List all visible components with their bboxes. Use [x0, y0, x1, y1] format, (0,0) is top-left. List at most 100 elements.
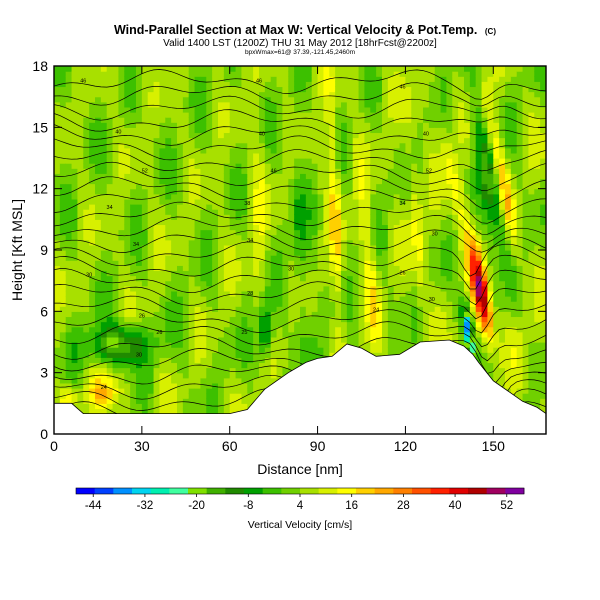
heat-cell: [141, 96, 149, 103]
heat-cell: [177, 106, 184, 113]
heat-cell: [387, 255, 395, 261]
heat-cell: [229, 173, 237, 180]
heat-cell: [452, 168, 459, 174]
heat-cell: [194, 81, 202, 88]
heat-cell: [323, 352, 330, 358]
heat-cell: [364, 250, 371, 256]
heat-cell: [440, 71, 448, 77]
heat-cell: [329, 347, 336, 353]
heat-cell: [264, 71, 272, 77]
heat-cell: [323, 224, 330, 231]
heat-cell: [182, 112, 190, 118]
heat-cell: [305, 342, 313, 348]
heat-cell: [411, 106, 418, 113]
heat-cell: [83, 66, 90, 72]
heat-cell: [247, 122, 254, 128]
heat-cell: [346, 306, 354, 312]
heat-cell: [382, 250, 389, 256]
heat-cell: [300, 234, 307, 241]
heat-cell: [118, 112, 125, 118]
heat-cell: [428, 280, 436, 287]
heat-cell: [376, 163, 383, 169]
heat-cell: [153, 142, 161, 149]
heat-cell: [364, 331, 371, 338]
heat-cell: [259, 321, 266, 328]
heat-cell: [335, 163, 342, 169]
heat-cell: [370, 132, 377, 139]
heat-cell: [247, 214, 254, 220]
heat-cell: [153, 408, 161, 415]
heat-cell: [259, 142, 266, 149]
heat-cell: [229, 408, 237, 415]
heat-cell: [399, 326, 407, 333]
heat-cell: [376, 229, 383, 236]
heat-cell: [405, 296, 412, 302]
heat-cell: [434, 285, 442, 292]
heat-cell: [112, 137, 120, 144]
heat-cell: [270, 239, 278, 246]
heat-cell: [95, 336, 102, 343]
heat-cell: [95, 147, 102, 154]
heat-cell: [153, 398, 161, 404]
heat-cell: [141, 71, 149, 77]
heat-cell: [124, 122, 131, 128]
heat-cell: [95, 66, 102, 72]
heat-cell: [106, 229, 114, 236]
heat-cell: [440, 132, 448, 139]
heat-cell: [200, 163, 207, 169]
heat-cell: [288, 347, 295, 353]
heat-cell: [171, 173, 178, 180]
heat-cell: [59, 372, 67, 379]
heat-cell: [223, 398, 231, 404]
heat-cell: [100, 168, 108, 174]
heat-cell: [65, 393, 73, 399]
heat-cell: [399, 86, 407, 93]
heat-cell: [182, 408, 190, 415]
heat-cell: [317, 255, 325, 261]
heat-cell: [282, 188, 289, 195]
heat-cell: [89, 147, 96, 154]
heat-cell: [159, 183, 166, 190]
heat-cell: [364, 188, 371, 195]
heat-cell: [323, 250, 330, 256]
heat-cell: [440, 142, 448, 149]
heat-cell: [317, 275, 325, 282]
heat-cell: [212, 290, 219, 297]
heat-cell: [136, 280, 143, 287]
heat-cell: [452, 306, 459, 312]
heat-cell: [417, 142, 424, 149]
heat-cell: [194, 377, 202, 384]
heat-cell: [399, 183, 407, 190]
heat-cell: [305, 347, 313, 353]
heat-cell: [147, 388, 155, 394]
heat-cell: [288, 71, 295, 77]
heat-cell: [235, 219, 243, 226]
heat-cell: [188, 178, 196, 185]
heat-cell: [65, 142, 73, 149]
heat-cell: [124, 265, 131, 272]
heat-cell: [317, 311, 325, 318]
heat-cell: [200, 229, 207, 236]
heat-cell: [387, 285, 395, 292]
heat-cell: [235, 142, 243, 149]
heat-cell: [130, 112, 137, 118]
heat-cell: [346, 290, 354, 297]
heat-cell: [446, 117, 453, 123]
heat-cell: [59, 214, 67, 220]
heat-cell: [434, 132, 442, 139]
heat-cell: [100, 280, 108, 287]
heat-cell: [141, 112, 149, 118]
heat-cell: [182, 250, 190, 256]
heat-cell: [59, 117, 67, 123]
heat-cell: [118, 326, 125, 333]
heat-cell: [376, 198, 383, 205]
heat-cell: [259, 234, 266, 241]
heat-cell: [194, 137, 202, 144]
heat-cell: [358, 117, 366, 123]
heat-cell: [335, 86, 342, 93]
heat-cell: [71, 137, 79, 144]
heat-cell: [282, 158, 289, 164]
heat-cell: [89, 352, 96, 358]
heat-cell: [393, 321, 401, 328]
